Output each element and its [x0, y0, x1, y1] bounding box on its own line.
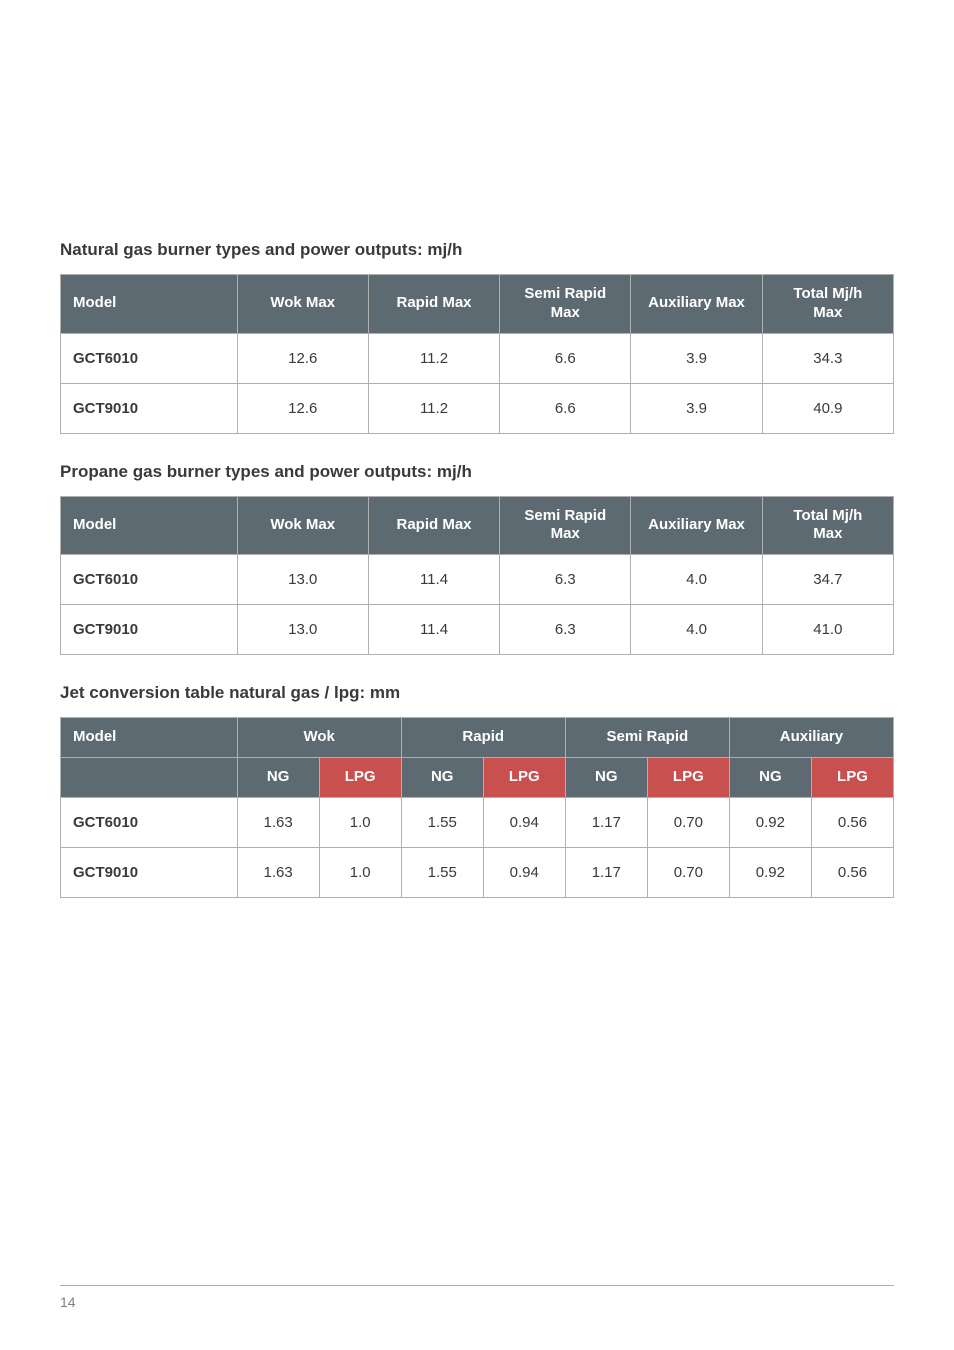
- value-cell: 1.17: [565, 847, 647, 897]
- table-head: ModelWokRapidSemi RapidAuxiliary NGLPGNG…: [61, 718, 894, 798]
- value-cell: 0.94: [483, 797, 565, 847]
- value-cell: 0.56: [811, 847, 893, 897]
- value-cell: 1.17: [565, 797, 647, 847]
- group-header: Semi Rapid: [565, 718, 729, 758]
- value-cell: 6.6: [500, 333, 631, 383]
- table-head: ModelWok MaxRapid MaxSemi RapidMaxAuxili…: [61, 496, 894, 555]
- sub-header-ng: NG: [565, 757, 647, 797]
- table-row: GCT601012.611.26.63.934.3: [61, 333, 894, 383]
- sub-header-lpg: LPG: [811, 757, 893, 797]
- sub-header-blank: [61, 757, 238, 797]
- sub-header-lpg: LPG: [647, 757, 729, 797]
- value-cell: 1.63: [237, 847, 319, 897]
- natural-gas-table: ModelWok MaxRapid MaxSemi RapidMaxAuxili…: [60, 274, 894, 434]
- value-cell: 1.0: [319, 847, 401, 897]
- col-header: Total Mj/hMax: [762, 275, 893, 334]
- value-cell: 41.0: [762, 605, 893, 655]
- col-header: Total Mj/hMax: [762, 496, 893, 555]
- value-cell: 11.4: [368, 605, 499, 655]
- value-cell: 11.4: [368, 555, 499, 605]
- value-cell: 11.2: [368, 333, 499, 383]
- sub-header-lpg: LPG: [483, 757, 565, 797]
- page-footer: 14: [60, 1285, 894, 1310]
- col-header: Rapid Max: [368, 275, 499, 334]
- page-number: 14: [60, 1294, 76, 1310]
- section-title-propane-gas: Propane gas burner types and power outpu…: [60, 462, 894, 482]
- value-cell: 34.7: [762, 555, 893, 605]
- sub-header-ng: NG: [729, 757, 811, 797]
- model-cell: GCT6010: [61, 555, 238, 605]
- propane-gas-table: ModelWok MaxRapid MaxSemi RapidMaxAuxili…: [60, 496, 894, 656]
- value-cell: 4.0: [631, 555, 762, 605]
- value-cell: 0.56: [811, 797, 893, 847]
- value-cell: 12.6: [237, 383, 368, 433]
- model-cell: GCT9010: [61, 847, 238, 897]
- col-header: Model: [61, 275, 238, 334]
- value-cell: 0.70: [647, 847, 729, 897]
- value-cell: 3.9: [631, 383, 762, 433]
- group-header: Rapid: [401, 718, 565, 758]
- group-header: Model: [61, 718, 238, 758]
- table-row: GCT90101.631.01.550.941.170.700.920.56: [61, 847, 894, 897]
- value-cell: 13.0: [237, 555, 368, 605]
- value-cell: 1.55: [401, 847, 483, 897]
- value-cell: 34.3: [762, 333, 893, 383]
- model-cell: GCT9010: [61, 605, 238, 655]
- col-header: Rapid Max: [368, 496, 499, 555]
- table-head: ModelWok MaxRapid MaxSemi RapidMaxAuxili…: [61, 275, 894, 334]
- value-cell: 1.0: [319, 797, 401, 847]
- value-cell: 0.70: [647, 797, 729, 847]
- value-cell: 1.63: [237, 797, 319, 847]
- value-cell: 0.92: [729, 797, 811, 847]
- col-header: Auxiliary Max: [631, 275, 762, 334]
- value-cell: 13.0: [237, 605, 368, 655]
- col-header: Model: [61, 496, 238, 555]
- sub-header-ng: NG: [237, 757, 319, 797]
- value-cell: 12.6: [237, 333, 368, 383]
- model-cell: GCT6010: [61, 333, 238, 383]
- section-title-natural-gas: Natural gas burner types and power outpu…: [60, 240, 894, 260]
- table-row: GCT901013.011.46.34.041.0: [61, 605, 894, 655]
- value-cell: 4.0: [631, 605, 762, 655]
- value-cell: 3.9: [631, 333, 762, 383]
- value-cell: 0.94: [483, 847, 565, 897]
- value-cell: 6.3: [500, 555, 631, 605]
- group-header: Wok: [237, 718, 401, 758]
- value-cell: 6.3: [500, 605, 631, 655]
- value-cell: 11.2: [368, 383, 499, 433]
- section-title-jet-conversion: Jet conversion table natural gas / lpg: …: [60, 683, 894, 703]
- jet-conversion-table: ModelWokRapidSemi RapidAuxiliary NGLPGNG…: [60, 717, 894, 898]
- col-header: Wok Max: [237, 496, 368, 555]
- col-header: Semi RapidMax: [500, 275, 631, 334]
- value-cell: 6.6: [500, 383, 631, 433]
- model-cell: GCT9010: [61, 383, 238, 433]
- table-row: GCT60101.631.01.550.941.170.700.920.56: [61, 797, 894, 847]
- value-cell: 40.9: [762, 383, 893, 433]
- value-cell: 1.55: [401, 797, 483, 847]
- col-header: Wok Max: [237, 275, 368, 334]
- group-header: Auxiliary: [729, 718, 893, 758]
- col-header: Semi RapidMax: [500, 496, 631, 555]
- sub-header-lpg: LPG: [319, 757, 401, 797]
- col-header: Auxiliary Max: [631, 496, 762, 555]
- table-row: GCT601013.011.46.34.034.7: [61, 555, 894, 605]
- model-cell: GCT6010: [61, 797, 238, 847]
- value-cell: 0.92: [729, 847, 811, 897]
- sub-header-ng: NG: [401, 757, 483, 797]
- table-row: GCT901012.611.26.63.940.9: [61, 383, 894, 433]
